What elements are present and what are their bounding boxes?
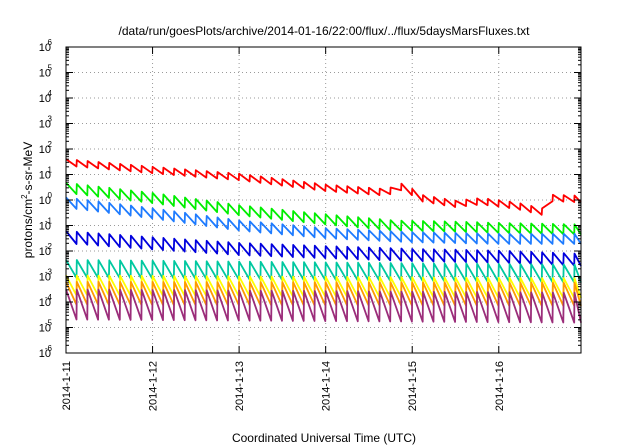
y-tick-label: 10-3 bbox=[39, 268, 53, 284]
y-tick-exponent: -5 bbox=[45, 319, 53, 328]
y-tick-label: 106 bbox=[39, 38, 53, 54]
y-tick-exponent: 5 bbox=[48, 64, 53, 73]
y-axis-label: protons/cm2-s-sr-MeV bbox=[20, 142, 35, 258]
y-tick-exponent: 3 bbox=[48, 115, 53, 124]
y-tick-exponent: -3 bbox=[45, 268, 53, 277]
x-tick-label: 2014-1-11 bbox=[61, 361, 73, 410]
x-axis: 2014-1-11 2014-1-12 2014-1-13 2014-1-14 2014… bbox=[61, 47, 506, 411]
y-tick-label: 10-2 bbox=[39, 242, 53, 258]
x-tick-label: 2014-1-15 bbox=[407, 361, 419, 411]
series-line-8 bbox=[65, 288, 582, 324]
y-tick-exponent: -6 bbox=[45, 344, 53, 353]
y-tick-label: 105 bbox=[39, 64, 53, 80]
y-axis-label-suffix: -s-sr-MeV bbox=[21, 142, 35, 195]
x-tick-label: 2014-1-13 bbox=[234, 361, 246, 411]
y-tick-exponent: 0 bbox=[48, 191, 53, 200]
y-tick-exponent: 4 bbox=[48, 89, 53, 98]
y-axis: 10-610-510-410-310-210-11001011021031041… bbox=[39, 38, 581, 360]
y-tick-label: 10-5 bbox=[39, 319, 53, 335]
series-line-3 bbox=[65, 196, 582, 245]
x-axis-label: Coordinated Universal Time (UTC) bbox=[232, 431, 416, 445]
y-tick-label: 101 bbox=[39, 166, 53, 182]
y-tick-label: 10-6 bbox=[39, 344, 53, 360]
x-tick-label: 2014-1-16 bbox=[494, 361, 506, 411]
y-axis-label-superscript: 2 bbox=[20, 194, 29, 199]
y-tick-label: 104 bbox=[39, 89, 53, 105]
series-line-2 bbox=[65, 182, 582, 236]
y-tick-label: 10-4 bbox=[39, 293, 53, 309]
y-tick-label: 10-1 bbox=[39, 217, 53, 233]
y-tick-exponent: 1 bbox=[48, 166, 53, 175]
y-tick-exponent: 2 bbox=[48, 140, 53, 149]
y-tick-exponent: 6 bbox=[48, 38, 53, 47]
y-tick-label: 103 bbox=[39, 115, 53, 131]
series-line-1 bbox=[65, 158, 582, 216]
y-tick-exponent: -1 bbox=[45, 217, 53, 226]
y-tick-label: 100 bbox=[39, 191, 53, 207]
y-tick-exponent: -4 bbox=[45, 293, 53, 302]
y-axis-label-prefix: protons/cm bbox=[21, 199, 35, 258]
x-tick-label: 2014-1-14 bbox=[321, 361, 333, 411]
y-tick-exponent: -2 bbox=[45, 242, 53, 251]
y-tick-label: 102 bbox=[39, 140, 53, 156]
series-layer bbox=[65, 158, 582, 324]
x-tick-label: 2014-1-12 bbox=[148, 361, 160, 411]
series-line-4 bbox=[65, 230, 582, 267]
chart-title: /data/run/goesPlots/archive/2014-01-16/2… bbox=[119, 24, 531, 38]
